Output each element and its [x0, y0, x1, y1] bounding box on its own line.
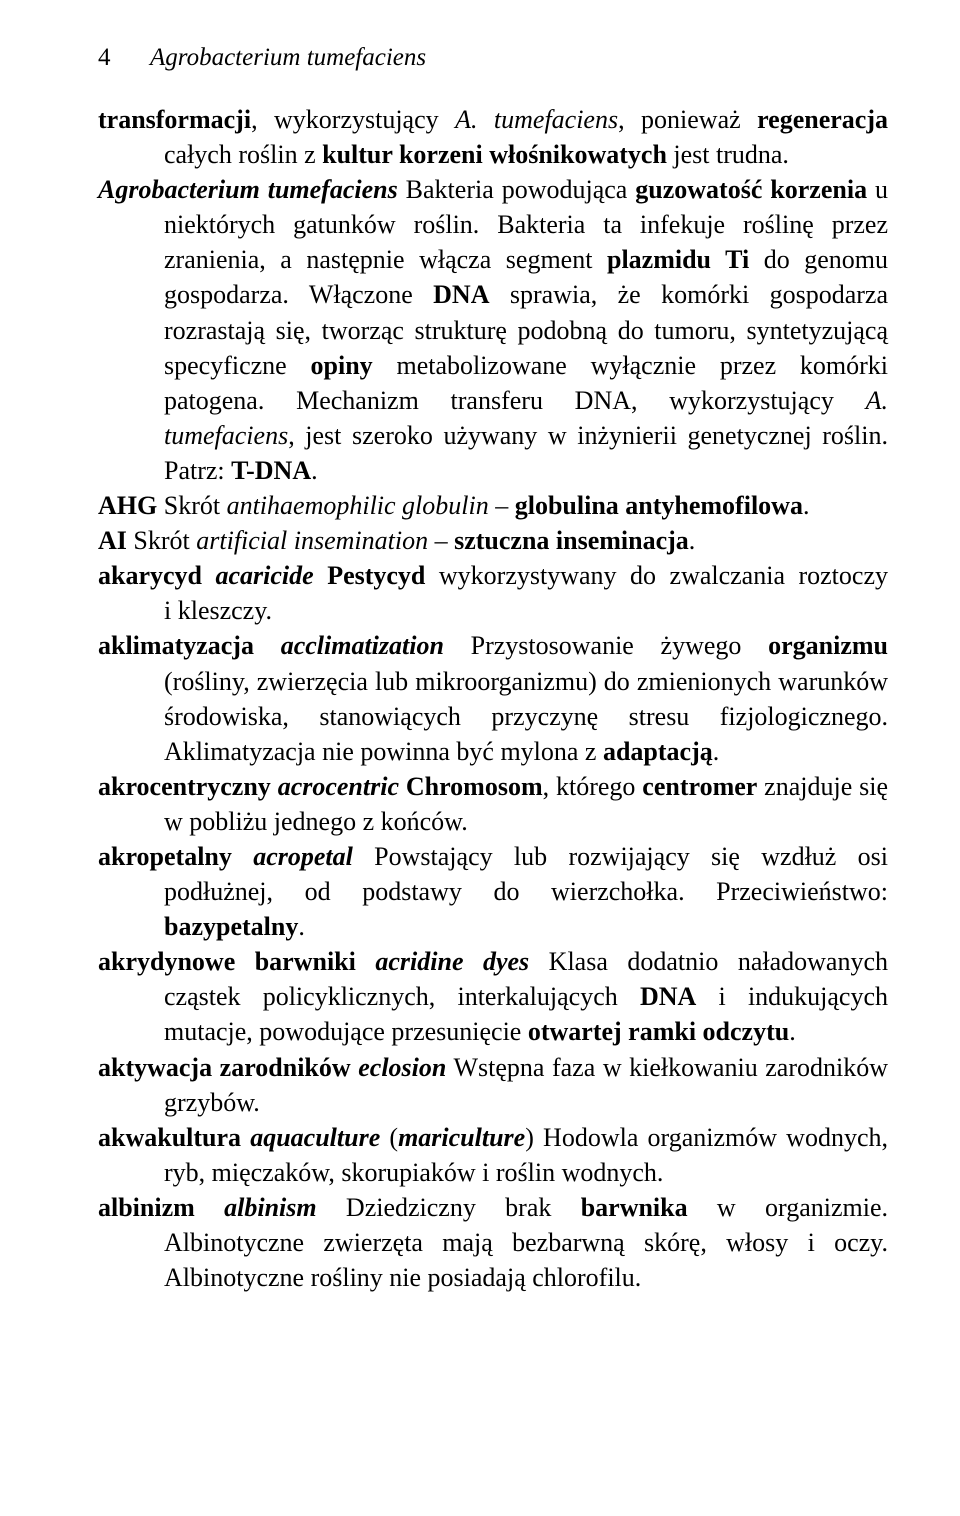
header-term: Agrobacterium tumefaciens — [150, 44, 426, 72]
entry-transformacji: transformacji, wykorzystujący A. tumefac… — [98, 102, 888, 172]
entry-akropetalny: akropetalny acropetal Powstający lub roz… — [98, 839, 888, 944]
entry-albinizm: albinizm albinism Dziedziczny brak barwn… — [98, 1190, 888, 1295]
entry-aklimatyzacja: aklimatyzacja acclimatization Przystosow… — [98, 628, 888, 768]
entry-akwakultura: akwakultura aquaculture (mariculture) Ho… — [98, 1120, 888, 1190]
entry-akarycyd: akarycyd acaricide Pestycyd wykorzystywa… — [98, 558, 888, 628]
entry-ahg: AHG Skrót antihaemophilic globulin – glo… — [98, 488, 888, 523]
entry-akrocentryczny: akrocentryczny acrocentric Chromosom, kt… — [98, 769, 888, 839]
entry-aktywacja-zarodnikow: aktywacja zarodników eclosion Wstępna fa… — [98, 1050, 888, 1120]
entry-ai: AI Skrót artificial insemination – sztuc… — [98, 523, 888, 558]
running-header: 4 Agrobacterium tumefaciens — [98, 44, 888, 72]
page-number: 4 — [98, 44, 150, 72]
entry-agrobacterium-tumefaciens: Agrobacterium tumefaciens Bakteria powod… — [98, 172, 888, 488]
entry-akrydynowe-barwniki: akrydynowe barwniki acridine dyes Klasa … — [98, 944, 888, 1049]
page: 4 Agrobacterium tumefaciens transformacj… — [0, 0, 960, 1516]
dictionary-entries: transformacji, wykorzystujący A. tumefac… — [98, 102, 888, 1295]
